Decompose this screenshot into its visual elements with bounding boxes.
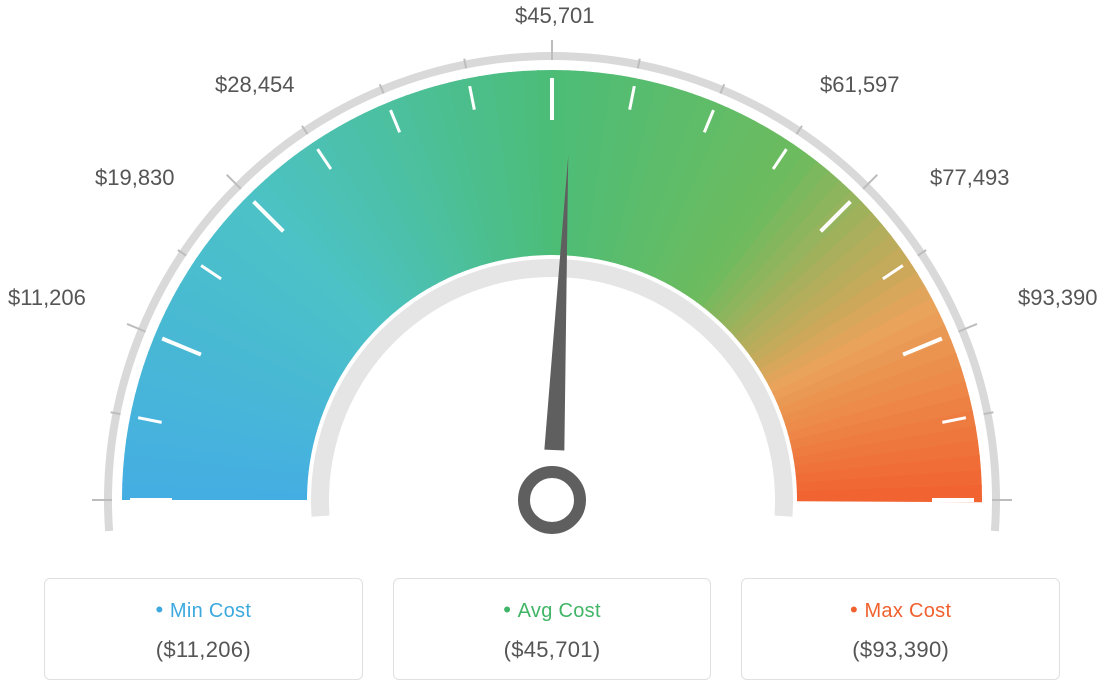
- legend-value-min: ($11,206): [45, 637, 362, 663]
- gauge-svg: [0, 0, 1104, 560]
- gauge-tick-label: $61,597: [820, 72, 900, 98]
- legend-value-avg: ($45,701): [394, 637, 711, 663]
- legend-title-min: Min Cost: [45, 597, 362, 623]
- gauge-tick-label: $19,830: [95, 165, 175, 191]
- gauge-tick-label: $93,390: [1018, 285, 1098, 311]
- legend-title-avg: Avg Cost: [394, 597, 711, 623]
- gauge-tick-label: $45,701: [515, 3, 595, 29]
- legend-card-min: Min Cost ($11,206): [44, 578, 363, 680]
- gauge-tick-label: $28,454: [215, 72, 295, 98]
- legend-row: Min Cost ($11,206) Avg Cost ($45,701) Ma…: [0, 578, 1104, 680]
- legend-card-avg: Avg Cost ($45,701): [393, 578, 712, 680]
- legend-card-max: Max Cost ($93,390): [741, 578, 1060, 680]
- gauge-area: $11,206 $19,830 $28,454 $45,701 $61,597 $77,4…: [0, 0, 1104, 560]
- legend-value-max: ($93,390): [742, 637, 1059, 663]
- legend-title-max: Max Cost: [742, 597, 1059, 623]
- gauge-tick-label: $11,206: [8, 285, 86, 311]
- gauge-tick-label: $77,493: [930, 165, 1010, 191]
